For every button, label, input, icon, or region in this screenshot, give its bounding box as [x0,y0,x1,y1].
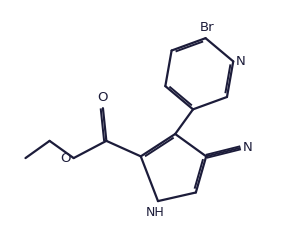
Text: O: O [98,91,108,104]
Text: N: N [236,55,245,68]
Text: N: N [243,141,253,154]
Text: O: O [60,152,71,164]
Text: NH: NH [146,206,165,219]
Text: Br: Br [200,21,215,34]
